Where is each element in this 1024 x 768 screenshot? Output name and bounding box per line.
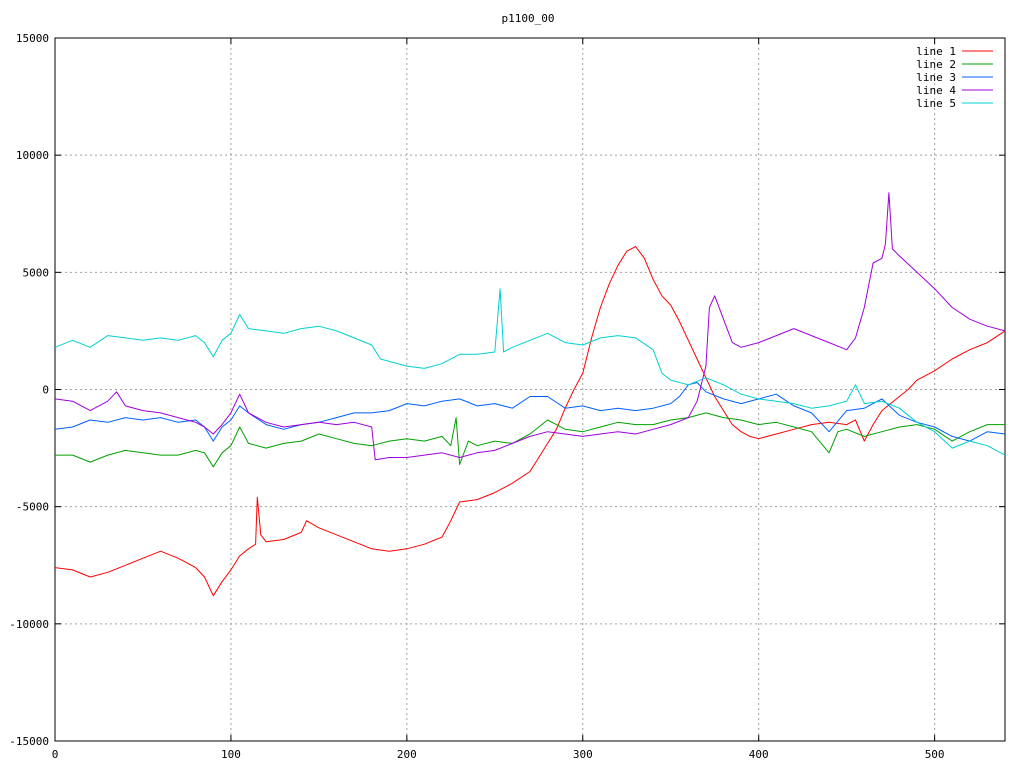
y-tick-label: 5000 <box>23 266 50 279</box>
x-tick-label: 300 <box>573 748 593 761</box>
series-line-5 <box>54 288 1006 456</box>
y-tick-label: 15000 <box>16 32 49 45</box>
x-tick-label: 200 <box>397 748 417 761</box>
series-line-3 <box>54 382 1006 442</box>
legend-label: line 2 <box>916 58 956 71</box>
legend-label: line 5 <box>916 97 956 110</box>
chart-title: p1100_00 <box>502 12 555 25</box>
grid <box>55 38 1005 741</box>
y-tick-label: -10000 <box>9 618 49 631</box>
legend-label: line 1 <box>916 45 956 58</box>
legend-label: line 4 <box>916 84 956 97</box>
y-tick-label: -15000 <box>9 735 49 748</box>
y-tick-label: 10000 <box>16 149 49 162</box>
y-tick-label: 0 <box>42 384 49 397</box>
x-tick-label: 100 <box>221 748 241 761</box>
x-tick-label: 500 <box>925 748 945 761</box>
legend-label: line 3 <box>916 71 956 84</box>
series-line-1 <box>54 246 1006 597</box>
series-line-4 <box>54 192 1006 461</box>
x-tick-label: 400 <box>749 748 769 761</box>
series-line-2 <box>55 412 1005 468</box>
series-group <box>54 192 1006 597</box>
axes: -15000 -10000 -5000 0 5000 10000 15000 0 100 200 3… <box>9 32 1006 761</box>
y-tick-label: -5000 <box>16 501 49 514</box>
x-tick-label: 0 <box>52 748 59 761</box>
